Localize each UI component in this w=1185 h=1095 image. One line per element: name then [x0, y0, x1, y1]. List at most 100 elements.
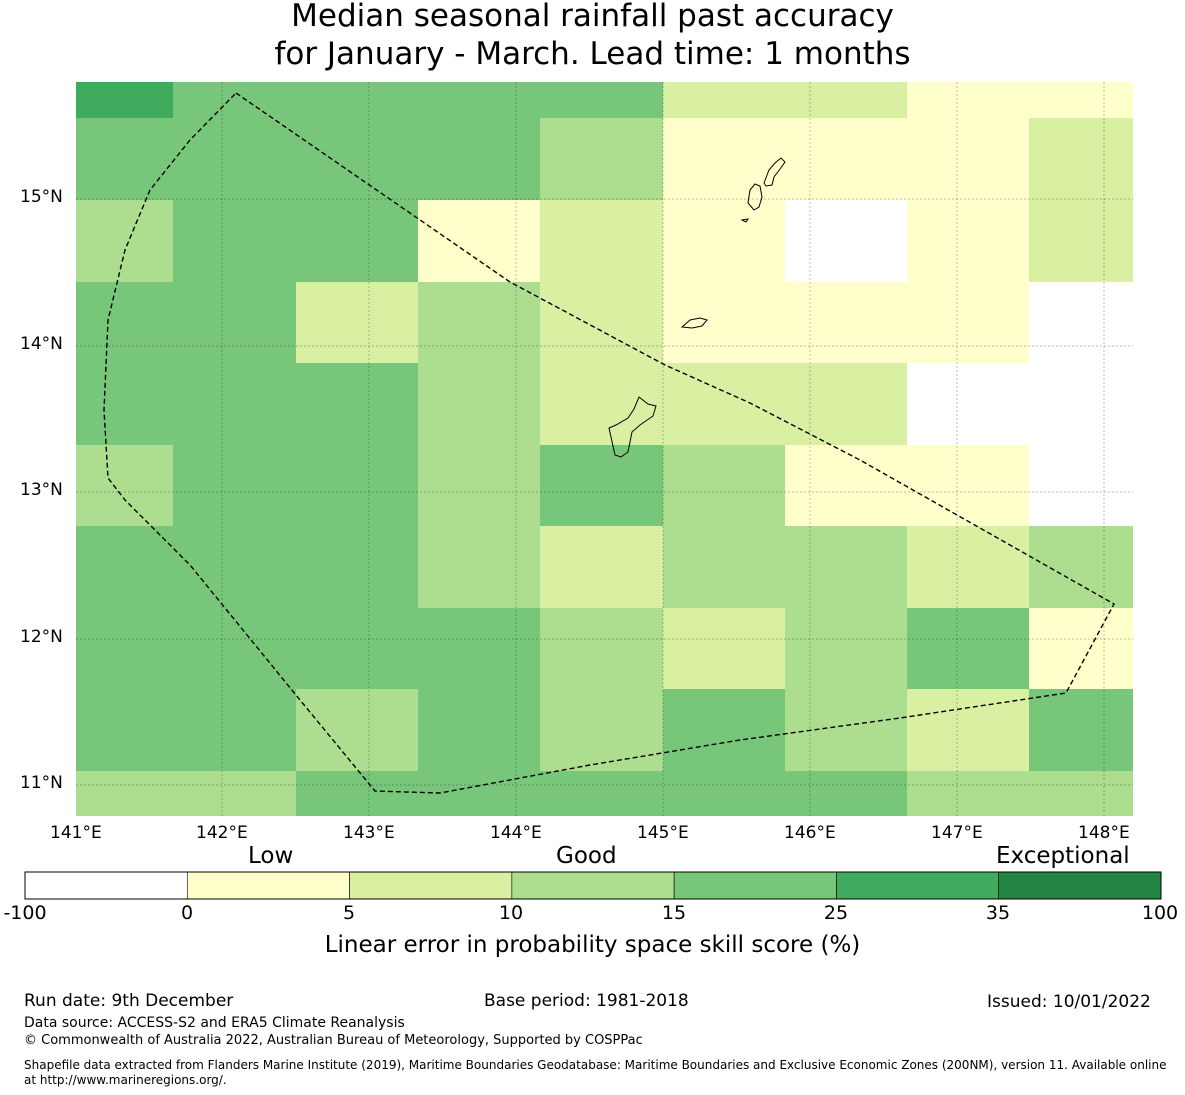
- grid-cell: [663, 363, 785, 445]
- grid-cell: [296, 526, 418, 608]
- grid-cell: [785, 363, 907, 445]
- grid-cell: [173, 82, 296, 118]
- grid-cell: [907, 771, 1029, 816]
- colorbar-tick: 100: [1142, 902, 1178, 924]
- lon-label-143e: 143°E: [343, 823, 395, 843]
- grid-cell: [540, 608, 663, 689]
- run-date: Run date: 9th December: [24, 991, 233, 1011]
- colorbar-tick: -100: [3, 902, 46, 924]
- shapefile-credit-line-1: Shapefile data extracted from Flanders M…: [24, 1058, 1166, 1072]
- grid-cell: [418, 445, 540, 526]
- grid-cell: [540, 282, 663, 363]
- grid-cell: [76, 608, 173, 689]
- shapefile-credit-line-2: at http://www.marineregions.org/.: [24, 1073, 227, 1087]
- colorbar-segments: [25, 872, 1161, 899]
- grid-cell: [663, 82, 785, 118]
- lat-label-14n: 14°N: [20, 334, 63, 354]
- grid-cell: [173, 608, 296, 689]
- colorbar-word-good: Good: [556, 843, 617, 869]
- grid-cell: [418, 689, 540, 771]
- grid-cell: [540, 82, 663, 118]
- grid-cell: [907, 689, 1029, 771]
- colorbar-tick: 0: [181, 902, 193, 924]
- grid-cell: [1029, 82, 1133, 118]
- grid-cell: [663, 200, 785, 282]
- grid-cell: [76, 363, 173, 445]
- grid-cell: [173, 363, 296, 445]
- grid-cell: [1029, 526, 1133, 608]
- grid-cell: [540, 689, 663, 771]
- grid-cell: [785, 82, 907, 118]
- grid-cell: [907, 118, 1029, 200]
- grid-cell: [1029, 771, 1133, 816]
- colorbar-segment: [187, 872, 349, 899]
- colorbar-tick: 15: [662, 902, 686, 924]
- colorbar-word-exceptional: Exceptional: [996, 843, 1130, 869]
- grid-cell: [907, 526, 1029, 608]
- grid-cell: [76, 526, 173, 608]
- colorbar-tick: 5: [343, 902, 355, 924]
- grid-cell: [785, 282, 907, 363]
- grid-cell: [1029, 363, 1133, 445]
- grid-cell: [1029, 608, 1133, 689]
- grid-cell: [907, 200, 1029, 282]
- grid-cell: [1029, 282, 1133, 363]
- grid-cell: [76, 689, 173, 771]
- grid-cell: [663, 118, 785, 200]
- grid-cell: [907, 82, 1029, 118]
- grid-cell: [173, 445, 296, 526]
- colorbar-axis-label: Linear error in probability space skill …: [0, 932, 1185, 958]
- grid-cell: [785, 526, 907, 608]
- grid-cell: [1029, 445, 1133, 526]
- grid-cell: [76, 118, 173, 200]
- grid-cell: [418, 200, 540, 282]
- lon-label-145e: 145°E: [637, 823, 689, 843]
- grid-cell: [418, 282, 540, 363]
- grid-cell: [785, 771, 907, 816]
- lat-label-13n: 13°N: [20, 480, 63, 500]
- colorbar-tick: 10: [499, 902, 523, 924]
- lon-label-142e: 142°E: [196, 823, 248, 843]
- issued-date: Issued: 10/01/2022: [987, 992, 1151, 1012]
- lat-label-15n: 15°N: [20, 187, 63, 207]
- skill-grid: [76, 82, 1133, 816]
- grid-cell: [76, 200, 173, 282]
- grid-cell: [76, 82, 173, 118]
- colorbar-segment: [25, 872, 187, 899]
- grid-cell: [785, 445, 907, 526]
- grid-cell: [173, 689, 296, 771]
- lon-label-147e: 147°E: [931, 823, 983, 843]
- colorbar-word-low: Low: [248, 843, 293, 869]
- lon-label-141e: 141°E: [50, 823, 102, 843]
- grid-cell: [907, 445, 1029, 526]
- grid-cell: [785, 200, 907, 282]
- grid-cell: [663, 771, 785, 816]
- grid-cell: [1029, 118, 1133, 200]
- map-figure: [0, 0, 1185, 1095]
- grid-cell: [296, 608, 418, 689]
- grid-cell: [1029, 689, 1133, 771]
- grid-cell: [907, 608, 1029, 689]
- grid-cell: [173, 200, 296, 282]
- base-period: Base period: 1981-2018: [484, 991, 689, 1011]
- grid-cell: [296, 445, 418, 526]
- grid-cell: [296, 282, 418, 363]
- grid-cell: [296, 771, 418, 816]
- grid-cell: [663, 445, 785, 526]
- grid-cell: [296, 363, 418, 445]
- grid-cell: [418, 118, 540, 200]
- grid-cell: [1029, 200, 1133, 282]
- grid-cell: [663, 608, 785, 689]
- lon-label-146e: 146°E: [784, 823, 836, 843]
- colorbar-segment: [674, 872, 836, 899]
- grid-cell: [173, 118, 296, 200]
- colorbar-segment: [836, 872, 998, 899]
- colorbar-segment: [999, 872, 1161, 899]
- grid-cell: [418, 82, 540, 118]
- lat-label-11n: 11°N: [20, 773, 63, 793]
- grid-cell: [785, 118, 907, 200]
- grid-cell: [540, 771, 663, 816]
- grid-cell: [663, 526, 785, 608]
- lon-label-148e: 148°E: [1078, 823, 1130, 843]
- grid-cell: [76, 282, 173, 363]
